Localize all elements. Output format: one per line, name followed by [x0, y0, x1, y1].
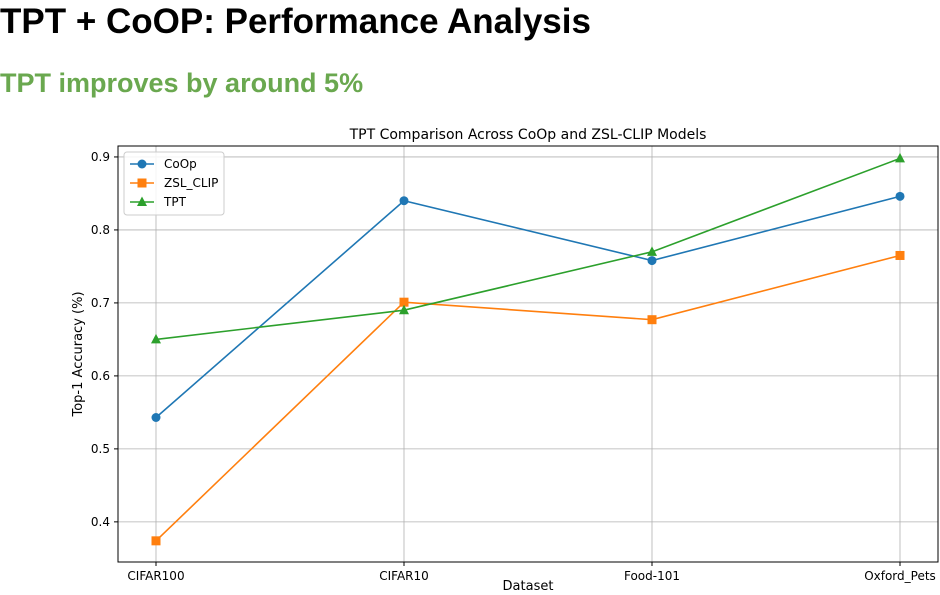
series-line-tpt	[155, 157, 901, 341]
series-line-zsl-clip	[155, 254, 901, 542]
x-tick-label: Food-101	[624, 569, 680, 583]
plot-area	[117, 145, 939, 563]
y-tick-label: 0.4	[91, 515, 110, 529]
x-axis-label: Dataset	[503, 579, 554, 594]
data-point-coop	[647, 256, 657, 266]
legend-marker-tpt	[137, 196, 147, 206]
page-title: TPT + CoOP: Performance Analysis	[0, 2, 591, 41]
chart-title: TPT Comparison Across CoOp and ZSL-CLIP …	[349, 127, 707, 143]
series-line-coop	[155, 195, 901, 419]
data-point-tpt	[647, 246, 657, 256]
y-axis-label: Top-1 Accuracy (%)	[71, 291, 86, 417]
ticks: CIFAR100 CIFAR10 Food-101 Oxford_Pets 0.4 0.5…	[91, 150, 936, 583]
grid	[118, 146, 938, 562]
series-layer	[151, 152, 905, 546]
x-tick-label: CIFAR10	[379, 569, 429, 583]
y-tick-label: 0.6	[91, 369, 110, 383]
data-point-coop	[895, 191, 905, 201]
data-point-coop	[399, 196, 409, 206]
x-tick-label: Oxford_Pets	[864, 569, 936, 583]
y-tick-label: 0.7	[91, 296, 110, 310]
data-point-zsl-clip	[647, 315, 657, 325]
legend: CoOp ZSL_CLIP TPT	[123, 151, 225, 216]
data-point-tpt	[399, 304, 409, 315]
y-tick-label: 0.8	[91, 223, 110, 237]
data-point-tpt	[895, 152, 905, 163]
line-chart: TPT Comparison Across CoOp and ZSL-CLIP …	[71, 127, 939, 594]
legend-label-tpt: TPT	[163, 195, 187, 209]
legend-marker-zsl-clip	[137, 178, 147, 188]
x-tick-label: CIFAR100	[127, 569, 184, 583]
y-tick-label: 0.5	[91, 442, 110, 456]
data-point-zsl-clip	[151, 536, 161, 546]
legend-label-zsl-clip: ZSL_CLIP	[164, 176, 218, 190]
data-point-zsl-clip	[399, 297, 409, 307]
page-subtitle: TPT improves by around 5%	[0, 68, 364, 98]
y-tick-label: 0.9	[91, 150, 110, 164]
data-point-zsl-clip	[895, 250, 905, 260]
data-point-tpt	[151, 333, 161, 344]
legend-box	[123, 151, 225, 216]
legend-label-coop: CoOp	[164, 157, 197, 171]
legend-marker-coop	[137, 159, 147, 169]
data-point-coop	[151, 412, 161, 422]
